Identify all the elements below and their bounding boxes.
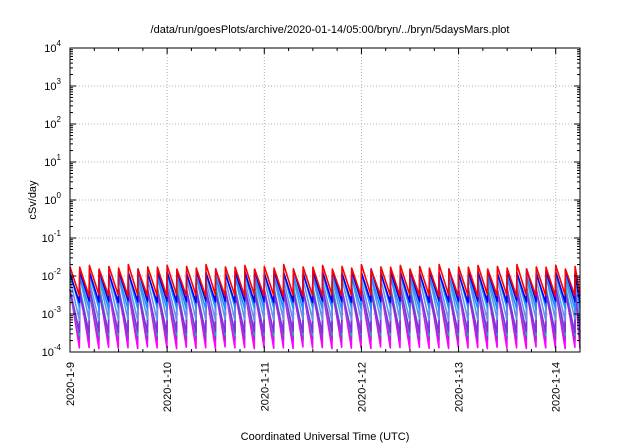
y-tick-label: 100 <box>44 191 61 207</box>
y-tick-labels: 10-4 10-3 10-2 10-1 100 101 102 103 104 <box>42 39 62 359</box>
ticks <box>69 47 581 353</box>
y-tick-label: 10-1 <box>42 229 62 245</box>
y-tick-label: 10-2 <box>42 267 62 283</box>
y-tick-label: 104 <box>44 39 61 55</box>
x-tick-label: 2020-1-13 <box>454 362 466 412</box>
y-tick-label: 10-4 <box>42 343 62 359</box>
series-layer <box>69 263 581 350</box>
series-line <box>69 263 581 298</box>
x-tick-labels: 2020-1-9 2020-1-10 2020-1-11 2020-1-12 2020-… <box>65 362 563 412</box>
y-tick-label: 10-3 <box>42 305 62 321</box>
chart-title: /data/run/goesPlots/archive/2020-01-14/0… <box>151 24 510 36</box>
grid <box>70 48 580 352</box>
y-tick-label: 102 <box>44 115 61 131</box>
y-tick-label: 103 <box>44 77 61 93</box>
x-tick-label: 2020-1-10 <box>162 362 174 412</box>
y-tick-label: 101 <box>44 153 61 169</box>
x-tick-label: 2020-1-14 <box>551 362 563 412</box>
y-axis-label: cSv/day <box>27 180 39 220</box>
x-tick-label: 2020-1-12 <box>356 362 368 412</box>
x-tick-label: 2020-1-9 <box>65 362 77 406</box>
x-tick-label: 2020-1-11 <box>259 362 271 411</box>
x-axis-label: Coordinated Universal Time (UTC) <box>241 431 410 443</box>
